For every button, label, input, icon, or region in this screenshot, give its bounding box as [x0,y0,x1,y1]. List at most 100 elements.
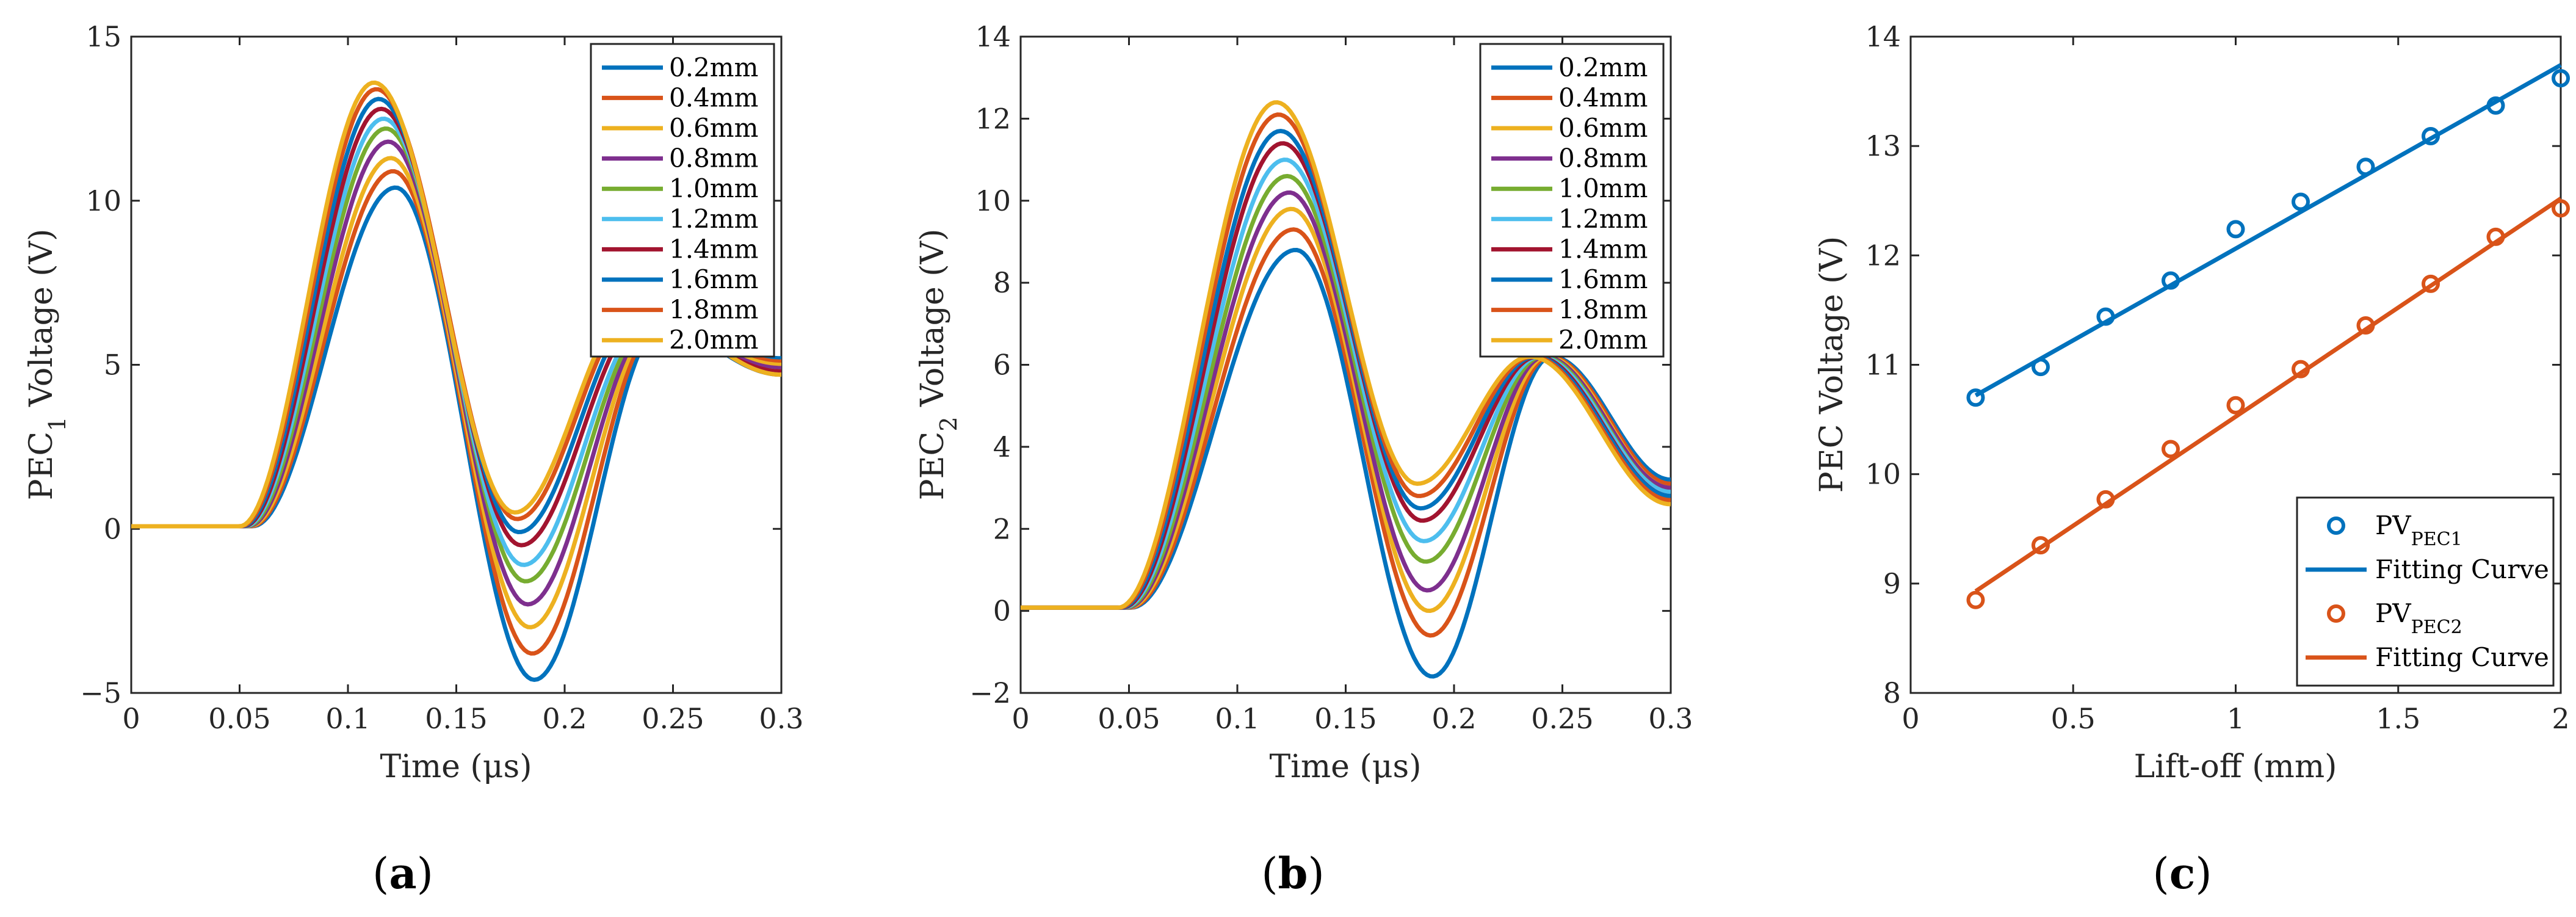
y-tick-label-c: 10 [1865,458,1901,491]
x-tick-label-c: 1.5 [2376,702,2420,735]
x-tick-label-a: 0.15 [425,702,487,735]
y-tick-label-b: 8 [993,266,1011,299]
series-line-2.0mm [1021,100,1671,610]
x-tick-label-b: 0 [1011,702,1029,735]
legend-label-0: PVPEC1 [2375,510,2462,550]
y-tick-label-b: 2 [993,512,1011,545]
legend-label-main-0: PV [2375,510,2411,540]
y-tick-label-b: 14 [975,20,1011,53]
legend-label-0.2mm: 0.2mm [669,53,758,82]
legend-label-2: PVPEC2 [2375,598,2462,638]
y-tick-label-b: 10 [975,184,1011,217]
legend-label-1.2mm: 1.2mm [669,204,758,234]
legend-label-sub-2: PEC2 [2411,617,2462,638]
data-point-PEC2-7 [2422,274,2440,293]
data-point-PEC1-7 [2422,127,2440,146]
legend-label-0.2mm: 0.2mm [1558,53,1648,82]
x-tick-label-c: 2 [2552,702,2569,735]
y-tick-label-a: 0 [104,512,121,545]
legend-label-1.8mm: 1.8mm [1558,295,1648,325]
x-tick-label-c: 0 [1901,702,1919,735]
fit-line-3 [1974,197,2562,593]
x-tick-label-a: 0.25 [642,702,704,735]
legend-label-1.0mm: 1.0mm [1558,173,1648,203]
x-tick-label-b: 0.2 [1431,702,1476,735]
legend-box-c [2296,496,2555,687]
x-tick-label-a: 0.1 [325,702,370,735]
data-point-PEC2-5 [2292,360,2310,379]
x-tick-label-b: 0.25 [1531,702,1593,735]
y-tick-label-c: 12 [1865,239,1901,272]
data-point-PEC2-4 [2226,396,2245,415]
legend-marker-0 [2327,516,2345,535]
legend-label-1: Fitting Curve [2375,554,2549,584]
data-point-PEC2-3 [2162,440,2180,458]
legend-label-1.6mm: 1.6mm [669,264,758,294]
data-point-PEC1-1 [2031,358,2050,377]
series-group-b [1021,100,1671,679]
data-point-PEC2-2 [2096,490,2115,509]
x-tick-label-a: 0.2 [542,702,587,735]
data-point-PEC1-4 [2226,220,2245,239]
tick-group-c: 0 0.5 1 1.5 2 8 9 10 11 12 13 14 [1865,20,2569,735]
legend-a: 0.2mm0.4mm0.6mm0.8mm1.0mm1.2mm1.4mm1.6mm… [590,43,775,358]
legend-label-1.2mm: 1.2mm [1558,204,1648,234]
x-axis-label-a: Time (μs) [380,748,532,785]
data-point-PEC2-8 [2486,227,2505,246]
legend-label-0.6mm: 0.6mm [669,113,758,143]
y-tick-label-c: 13 [1865,129,1901,162]
y-tick-label-a: 10 [85,184,121,217]
data-point-PEC1-8 [2486,96,2505,115]
legend-label-sub-0: PEC1 [2411,529,2462,550]
panel-label-b: (b) [1261,848,1325,899]
panel-label-a: (a) [372,848,433,899]
x-axis-label-b: Time (μs) [1270,748,1422,785]
legend-label-2.0mm: 2.0mm [669,325,758,355]
y-tick-label-c: 11 [1865,349,1901,382]
y-tick-label-b: 4 [993,430,1011,463]
y-tick-label-c: 9 [1883,567,1901,600]
legend-label-1.4mm: 1.4mm [669,234,758,264]
y-tick-label-a: 15 [85,20,121,53]
legend-label-0.4mm: 0.4mm [669,82,758,112]
y-tick-label-b: −2 [969,676,1011,709]
legend-label-1.8mm: 1.8mm [669,295,758,325]
legend-label-main-2: PV [2375,598,2411,628]
legend-label-main-1: Fitting Curve [2375,554,2549,584]
fit-line-1 [1974,63,2562,397]
legend-b: 0.2mm0.4mm0.6mm0.8mm1.0mm1.2mm1.4mm1.6mm… [1479,43,1665,358]
data-point-PEC1-3 [2162,271,2180,290]
y-axis-label-c: PEC Voltage (V) [1814,236,1850,493]
x-tick-label-b: 0.3 [1648,702,1693,735]
x-tick-label-a: 0.05 [208,702,270,735]
data-point-PEC1-2 [2096,307,2115,326]
legend-label-0.8mm: 0.8mm [1558,143,1648,173]
y-tick-label-c: 14 [1865,20,1901,53]
legend-marker-2 [2327,604,2345,623]
data-point-PEC2-9 [2552,199,2570,218]
y-tick-label-b: 6 [993,349,1011,382]
x-tick-label-b: 0.05 [1098,702,1160,735]
legend-label-1.6mm: 1.6mm [1558,264,1648,294]
legend-label-3: Fitting Curve [2375,642,2549,672]
data-point-PEC1-9 [2552,69,2570,88]
legend-label-1.4mm: 1.4mm [1558,234,1648,264]
x-tick-label-a: 0 [122,702,140,735]
series-group-c [1966,63,2570,609]
x-tick-label-b: 0.1 [1215,702,1259,735]
y-axis-label-b: PEC2 Voltage (V) [914,229,962,501]
panel-label-c: (c) [2152,848,2212,899]
legend-label-0.6mm: 0.6mm [1558,113,1648,143]
x-tick-label-a: 0.3 [759,702,803,735]
legend-label-2.0mm: 2.0mm [1558,325,1648,355]
legend-label-main-3: Fitting Curve [2375,642,2549,672]
data-point-PEC2-6 [2356,316,2375,335]
legend-label-1.0mm: 1.0mm [669,173,758,203]
